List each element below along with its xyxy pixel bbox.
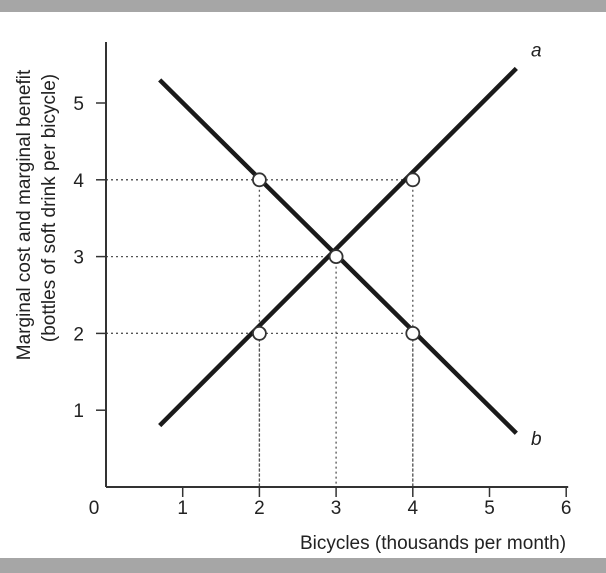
y-axis-title-line-1: Marginal cost and marginal benefit (14, 69, 35, 360)
top-border-bar (0, 0, 606, 12)
axes: 0 1 2 3 4 5 6 1 2 3 4 5 (73, 42, 571, 519)
y-tick-label-4: 4 (73, 171, 84, 192)
x-tick-label-3: 3 (331, 498, 342, 519)
curve-a (158, 66, 518, 428)
intersection-points (251, 172, 421, 341)
x-tick-label-6: 6 (561, 498, 572, 519)
x-tick-label-0: 0 (89, 498, 100, 519)
curve-label-a: a (531, 40, 542, 61)
curve-label-b: b (531, 429, 542, 450)
y-tick-label-1: 1 (73, 401, 84, 422)
point-marker-0 (251, 172, 267, 188)
point-marker-4 (405, 325, 421, 341)
bottom-border-bar (0, 558, 606, 573)
axis-labels: Bicycles (thousands per month) Marginal … (14, 69, 566, 554)
y-tick-label-2: 2 (73, 324, 84, 345)
x-tick-label-4: 4 (408, 498, 419, 519)
x-tick-label-2: 2 (254, 498, 265, 519)
y-tick-label-3: 3 (73, 248, 84, 269)
guide-lines (106, 179, 414, 487)
point-marker-3 (251, 325, 267, 341)
y-tick-label-5: 5 (73, 94, 84, 115)
curves: ab (158, 40, 542, 450)
x-axis-title: Bicycles (thousands per month) (300, 533, 566, 554)
x-tick-label-5: 5 (484, 498, 495, 519)
y-axis-title-line-2: (bottles of soft drink per bicycle) (39, 74, 60, 342)
point-marker-2 (328, 249, 344, 265)
point-marker-1 (405, 172, 421, 188)
x-tick-label-1: 1 (177, 498, 188, 519)
